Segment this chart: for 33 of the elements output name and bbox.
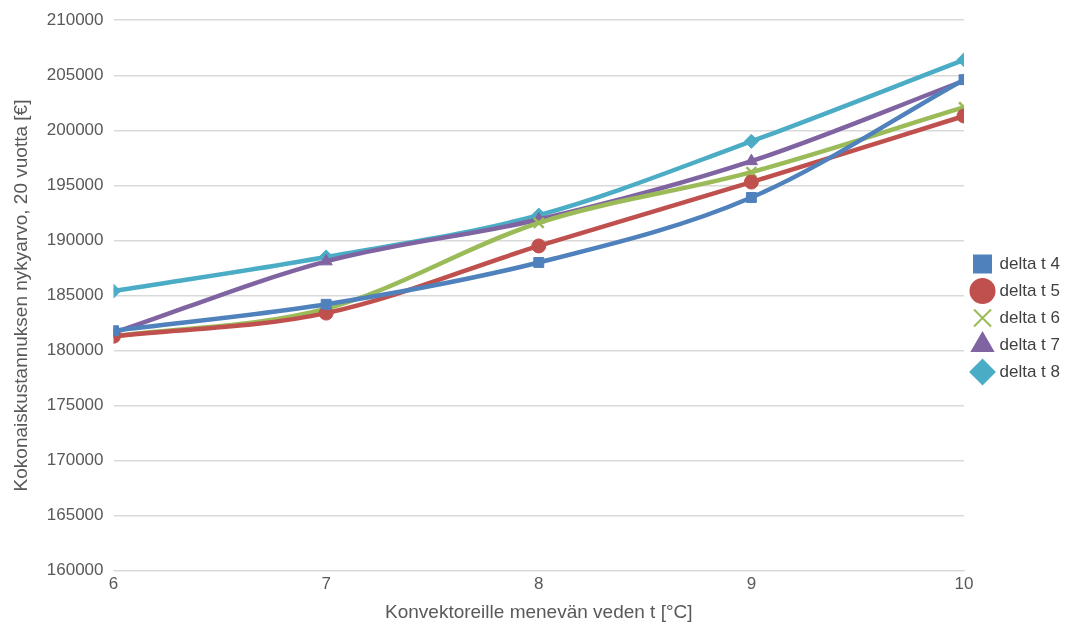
point: [319, 253, 333, 266]
x-tick-label: 9: [746, 573, 757, 593]
point: [320, 298, 332, 310]
point: [745, 165, 758, 179]
y-tick-label: 205000: [46, 64, 104, 84]
y-tick-label: 170000: [46, 450, 104, 470]
y-tick-label: 195000: [46, 175, 104, 195]
y-tick-label: 185000: [46, 285, 104, 305]
legend-label: delta t 6: [999, 307, 1061, 327]
y-axis-title: Kokonaiskustannuksen nykyarvo, 20 vuotta [€]: [9, 99, 31, 492]
x-tick-label: 8: [534, 573, 544, 593]
y-tick-label: 165000: [46, 505, 104, 525]
y-tick-label: 200000: [46, 120, 104, 140]
legend-label: delta t 7: [999, 334, 1061, 354]
x-tick-label: 7: [321, 573, 331, 593]
legend-label: delta t 4: [999, 253, 1061, 273]
point: [745, 192, 757, 203]
point: [533, 257, 545, 268]
point: [744, 153, 758, 166]
y-tick-label: 160000: [46, 560, 104, 580]
y-tick-label: 180000: [46, 340, 104, 360]
point: [531, 238, 547, 254]
legend-label: delta t 8: [999, 361, 1061, 381]
legend-label: delta t 5: [999, 280, 1061, 300]
y-tick-label: 190000: [46, 230, 104, 250]
y-tick-label: 210000: [46, 9, 104, 29]
y-tick-label: 175000: [46, 395, 104, 415]
point: [532, 216, 545, 230]
x-tick-label: 10: [954, 573, 974, 593]
point: [743, 133, 759, 149]
x-axis-title: Konvektoreille menevän veden t [°C]: [385, 600, 693, 622]
point: [743, 174, 759, 190]
x-tick-label: 6: [108, 573, 119, 593]
